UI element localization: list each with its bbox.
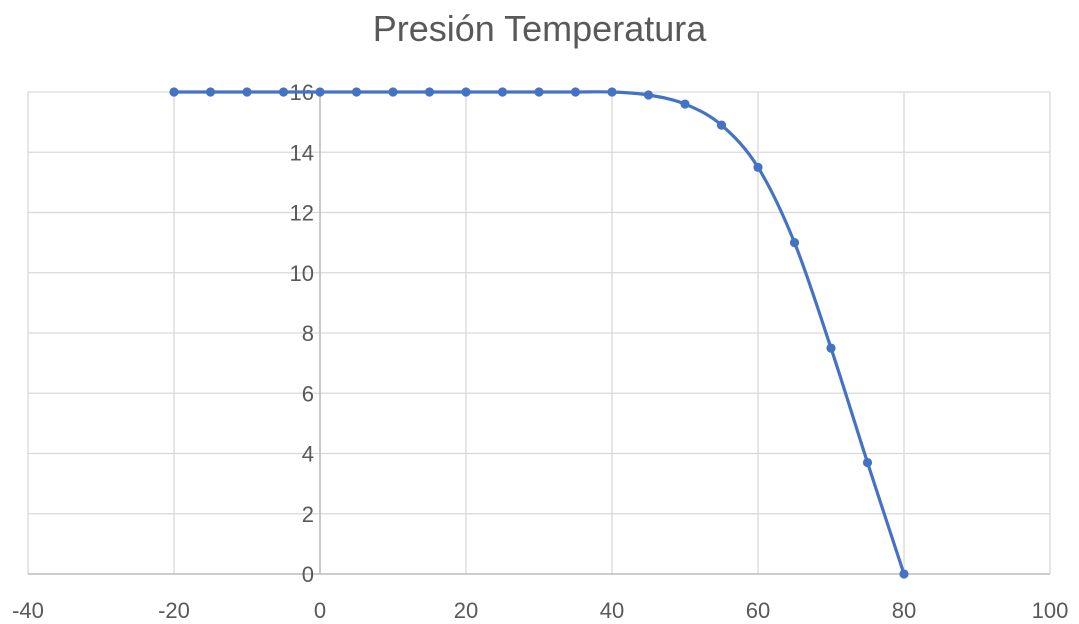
x-tick-label: 60 (746, 598, 770, 623)
data-point (753, 162, 763, 172)
x-tick-label: 0 (314, 598, 326, 623)
y-tick-label: 0 (302, 562, 314, 587)
data-point (315, 87, 325, 97)
data-point (643, 90, 654, 100)
y-tick-label: 6 (302, 381, 314, 406)
data-point (607, 87, 617, 97)
x-tick-label: 80 (892, 598, 916, 623)
y-tick-label: 2 (302, 502, 314, 527)
data-point (826, 343, 836, 353)
axes (28, 92, 1050, 575)
data-point (278, 87, 289, 97)
x-tick-label: -40 (12, 598, 44, 623)
x-tick-label: -20 (158, 598, 190, 623)
data-point (716, 120, 727, 130)
y-tick-label: 12 (290, 201, 314, 226)
data-point (205, 87, 216, 97)
y-tick-label: 10 (290, 261, 314, 286)
y-tick-label: 14 (290, 140, 314, 165)
data-point (534, 87, 544, 97)
chart-title: Presión Temperatura (372, 8, 707, 49)
gridlines (27, 91, 1051, 575)
data-point (242, 87, 252, 97)
x-tick-label: 100 (1032, 598, 1069, 623)
series-layer (169, 87, 909, 579)
x-tick-label: 20 (454, 598, 478, 623)
data-point (899, 569, 909, 579)
data-point (789, 238, 800, 248)
data-point (461, 87, 471, 97)
y-tick-label: 8 (302, 321, 314, 346)
data-point (497, 87, 508, 97)
data-point (862, 457, 873, 468)
data-point (424, 87, 435, 97)
y-tick-label: 4 (302, 442, 314, 467)
data-point (169, 87, 179, 97)
data-point (351, 87, 362, 97)
x-tick-label: 40 (600, 598, 624, 623)
data-point (388, 87, 398, 97)
data-point (570, 87, 581, 97)
data-point (680, 99, 690, 109)
series-line (172, 90, 906, 576)
